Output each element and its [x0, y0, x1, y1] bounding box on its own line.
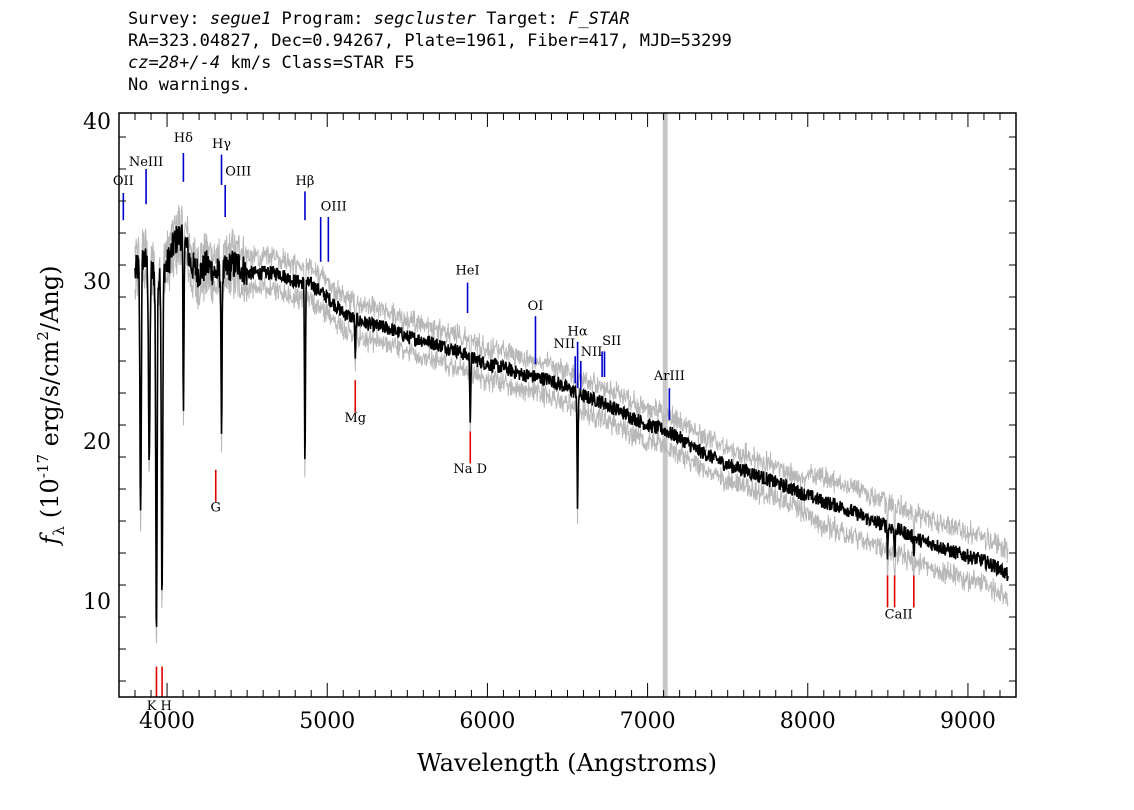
- flux-line: [134, 224, 1009, 627]
- emission-line-label: NII: [554, 337, 576, 352]
- program-value: segcluster: [373, 9, 477, 29]
- survey-label: Survey:: [128, 9, 210, 29]
- masked-region: [662, 113, 668, 697]
- emission-line-label: NeIII: [129, 155, 163, 170]
- error-lower: [134, 237, 1009, 644]
- emission-line-label: SII: [602, 334, 621, 349]
- x-tick-label: 8000: [780, 709, 836, 734]
- emission-line-label: HeI: [455, 264, 479, 279]
- emission-line-label: Hα: [568, 324, 588, 339]
- absorption-line-label: Na D: [453, 462, 487, 477]
- x-tick-label: 7000: [620, 709, 676, 734]
- y-tick-label: 20: [83, 430, 111, 455]
- emission-line-label: NII: [581, 345, 603, 360]
- emission-line-label: Hγ: [212, 137, 231, 152]
- emission-line-label: Hβ: [296, 174, 315, 189]
- spectrum-header: Survey: segue1 Program: segcluster Targe…: [128, 8, 732, 96]
- y-axis-unit-exp2: 2: [34, 331, 52, 341]
- emission-line-label: Hδ: [174, 131, 193, 146]
- x-tick-label: 5000: [299, 709, 355, 734]
- emission-line-label: OI: [528, 299, 544, 314]
- flux-series: [134, 224, 1009, 627]
- emission-line-label: OIII: [225, 164, 251, 179]
- header-line-coordinates: RA=323.04827, Dec=0.94267, Plate=1961, F…: [128, 31, 732, 51]
- y-axis-unit-end: /Ang): [36, 266, 64, 332]
- y-axis-subscript: λ: [50, 526, 68, 536]
- y-axis-unit-base: (10: [36, 478, 64, 518]
- y-axis-unit-exp: -17: [34, 454, 52, 478]
- x-tick-label: 4000: [139, 709, 195, 734]
- redshift-value: cz=28+/-4: [128, 53, 221, 73]
- y-tick-label: 30: [83, 270, 111, 295]
- absorption-line-label: G: [211, 500, 221, 515]
- x-axis-title: Wavelength (Angstroms): [417, 749, 717, 777]
- header-line-redshift: cz=28+/-4 km/s Class=STAR F5: [128, 52, 732, 74]
- target-value: F_STAR: [568, 9, 630, 29]
- target-label: Target:: [476, 9, 569, 29]
- error-upper: [134, 205, 1009, 611]
- absorption-line-label: Mg: [344, 411, 366, 426]
- emission-line-label: OIII: [321, 200, 347, 215]
- survey-value: segue1: [209, 9, 272, 29]
- header-line-survey: Survey: segue1 Program: segcluster Targe…: [128, 8, 732, 30]
- y-tick-label: 40: [83, 110, 111, 135]
- absorption-line-label: CaII: [885, 608, 913, 623]
- error-band: [134, 205, 1009, 644]
- emission-line-label: OII: [113, 174, 134, 189]
- masked-column: [662, 113, 668, 697]
- y-tick-label: 10: [83, 590, 111, 615]
- header-line-warnings: No warnings.: [128, 75, 251, 95]
- class-value: km/s Class=STAR F5: [220, 53, 415, 73]
- absorption-line-label: K H: [147, 699, 172, 714]
- program-label: Program:: [271, 9, 374, 29]
- x-tick-label: 6000: [459, 709, 515, 734]
- axis-ticks: 4000 5000 6000 7000 8000 9000 10 20 30 40: [83, 110, 1017, 734]
- emission-line-label: ArIII: [653, 369, 685, 384]
- x-tick-label: 9000: [940, 709, 996, 734]
- y-axis-unit-rest: erg/s/cm: [36, 340, 64, 454]
- y-axis-title: fλ(10-17 erg/s/cm2/Ang): [34, 266, 68, 547]
